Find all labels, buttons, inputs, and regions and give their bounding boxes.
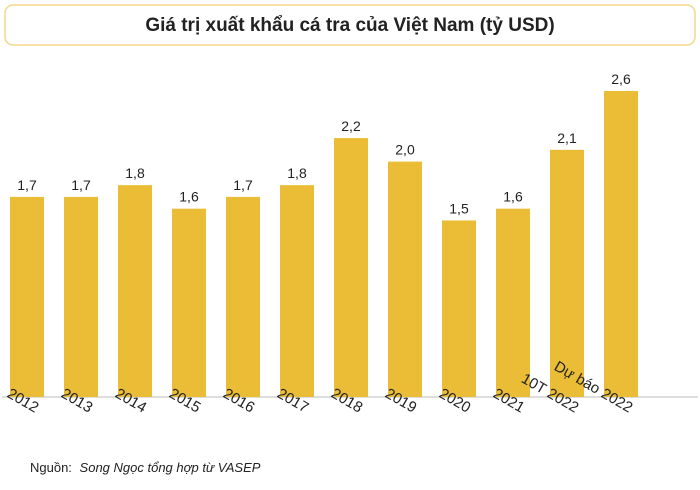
value-label: 1,8 [287,165,307,181]
value-label: 2,6 [611,71,631,87]
value-label: 2,0 [395,142,415,158]
bar [550,149,584,397]
bar [226,196,260,397]
source: Nguồn: Song Ngọc tổng hợp từ VASEP [30,460,261,475]
value-label: 1,7 [71,177,91,193]
bar [496,208,530,397]
value-label: 1,5 [449,200,469,216]
bar [334,138,368,397]
value-label: 1,6 [503,189,523,205]
bar [280,185,314,397]
bar [388,161,422,397]
value-label: 1,8 [125,165,145,181]
chart-title: Giá trị xuất khẩu cá tra của Việt Nam (t… [145,15,554,36]
bar [10,196,44,397]
bar [442,220,476,397]
bar [64,196,98,397]
source-text: Song Ngọc tổng hợp từ VASEP [80,460,261,475]
value-label: 1,7 [233,177,253,193]
value-label: 1,7 [17,177,37,193]
bar [118,185,152,397]
source-label: Nguồn: [30,460,72,475]
value-label: 2,2 [341,118,361,134]
value-label: 2,1 [557,130,577,146]
bar [604,90,638,397]
title-box [4,4,696,46]
bar [172,208,206,397]
value-label: 1,6 [179,189,199,205]
